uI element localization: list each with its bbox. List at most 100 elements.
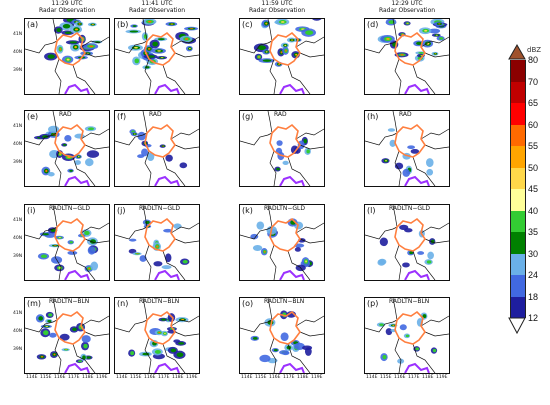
admin-boundary (162, 64, 186, 94)
admin-boundary (84, 331, 109, 337)
echo-peak (75, 28, 79, 31)
panel-label: (p) (367, 299, 379, 308)
admin-boundary (162, 156, 186, 186)
echo-peak (305, 260, 308, 263)
admin-boundary (295, 36, 324, 48)
echo-core (64, 31, 72, 34)
echo-cell (90, 261, 99, 271)
colorbar-segment (510, 167, 526, 189)
panel-label: (j) (117, 206, 126, 215)
coastline (154, 269, 180, 280)
admin-boundary (365, 319, 398, 333)
echo-cell (49, 332, 57, 338)
panel-title: RAD (149, 111, 162, 118)
echo-peak (280, 51, 283, 54)
map-panel: (l) RADLTN−GLD (364, 204, 450, 281)
echo-core (176, 352, 184, 358)
echo-peak (189, 47, 191, 50)
coastline (279, 269, 305, 280)
colorbar-tick-label: 18 (528, 291, 539, 302)
echo-cell (81, 335, 91, 343)
city-outline (269, 31, 301, 66)
admin-boundary (392, 111, 398, 134)
admin-boundary (420, 36, 449, 48)
echo-core (86, 356, 92, 359)
admin-boundary (174, 331, 199, 337)
lon-tick-label: 119E (311, 375, 323, 380)
lon-tick-label: 117E (158, 375, 170, 380)
coastline (404, 83, 430, 94)
lat-tick-label: 41N (13, 124, 23, 129)
echo-cell (426, 158, 434, 168)
echo-cell (402, 262, 410, 268)
col-title-3: 11:59 UTC Radar Observation (232, 0, 322, 14)
admin-boundary (144, 150, 152, 186)
panel-label: (a) (27, 20, 39, 29)
col-title-2: 11:41 UTC Radar Observation (112, 0, 202, 14)
panel-label: (n) (117, 299, 129, 308)
lon-tick-label: 114E (366, 375, 378, 380)
col-title-4: 12:29 UTC Radar Observation (362, 0, 452, 14)
lon-tick-label: 118E (297, 375, 309, 380)
echo-core (276, 167, 280, 171)
panel-title: RADLTN−GLD (389, 205, 430, 212)
echo-cell (282, 160, 289, 165)
panel-title: RADLTN−BLN (139, 298, 180, 305)
echo-cell (256, 221, 265, 230)
col-time-1: 11:29 UTC (51, 0, 83, 7)
echo-core (130, 351, 135, 356)
echo-peak (58, 237, 61, 239)
admin-boundary (269, 337, 277, 373)
admin-boundary (80, 36, 109, 48)
city-outline (144, 217, 176, 252)
admin-boundary (84, 52, 109, 58)
colorbar-tick-label: 70 (528, 76, 539, 87)
echo-core (48, 313, 53, 317)
col-title-1: 11:29 UTC Radar Observation (22, 0, 112, 14)
echo-peak (59, 48, 62, 51)
map-svg (25, 111, 109, 186)
admin-boundary (365, 40, 398, 54)
admin-boundary (52, 111, 58, 134)
echo-peak (284, 44, 287, 47)
map-svg (365, 298, 449, 373)
panel-title: RADLTN−GLD (264, 205, 305, 212)
echo-cell (64, 134, 72, 142)
echo-core (129, 30, 139, 33)
map-svg (115, 298, 199, 373)
echo-cell (387, 128, 396, 132)
echo-peak (278, 63, 281, 65)
lon-tick-label: 116E (269, 375, 281, 380)
echo-core (152, 41, 158, 47)
echo-cell (250, 233, 259, 240)
echo-core (438, 37, 444, 40)
admin-boundary (267, 111, 273, 134)
coastline (404, 175, 430, 186)
echo-cell (394, 162, 404, 170)
colorbar-segment (510, 81, 526, 103)
echo-core (388, 20, 395, 24)
echo-core (257, 45, 266, 51)
echo-core (416, 41, 422, 45)
colorbar-tick-label: 30 (528, 248, 539, 259)
map-svg (115, 111, 199, 186)
colorbar-tick-label: 50 (528, 162, 539, 173)
coastline (154, 83, 180, 94)
echo-peak (157, 50, 161, 52)
admin-boundary (420, 222, 449, 234)
admin-boundary (25, 132, 58, 146)
lon-tick-label: 114E (26, 375, 38, 380)
admin-boundary (394, 337, 402, 373)
echo-cell (426, 168, 434, 176)
lat-tick-label: 39N (13, 68, 23, 73)
echo-peak (91, 24, 94, 25)
echo-core (252, 337, 258, 340)
map-panel: (f) RAD (114, 110, 200, 187)
admin-boundary (54, 244, 62, 280)
admin-boundary (394, 150, 402, 186)
panel-title: RADLTN−BLN (49, 298, 90, 305)
admin-boundary (420, 315, 449, 327)
echo-core (161, 318, 166, 321)
admin-boundary (80, 222, 109, 234)
coastline (279, 175, 305, 186)
